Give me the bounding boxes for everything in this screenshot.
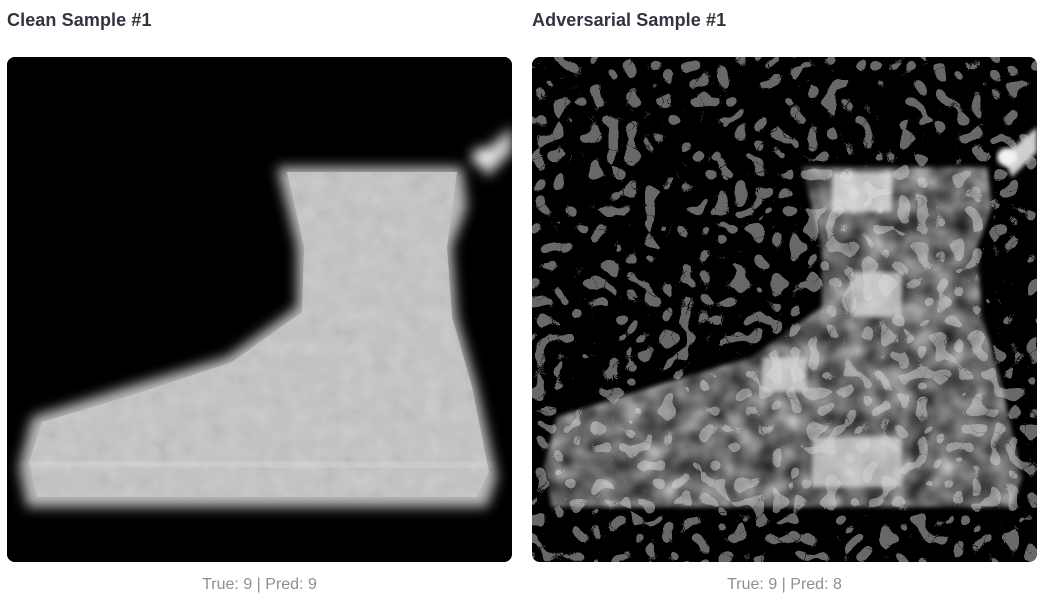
ankle-boot-image xyxy=(7,57,512,562)
adversarial-sample-title: Adversarial Sample #1 xyxy=(532,10,727,30)
clean-sample-title: Clean Sample #1 xyxy=(7,10,152,30)
ankle-boot-perturbed-image xyxy=(532,57,1037,562)
adversarial-sample-panel: Adversarial Sample #1 xyxy=(532,0,1037,602)
clean-sample-panel: Clean Sample #1 xyxy=(7,0,512,602)
adversarial-sample-caption: True: 9 | Pred: 8 xyxy=(727,576,842,593)
adversarial-sample-image xyxy=(532,57,1037,562)
clean-sample-caption: True: 9 | Pred: 9 xyxy=(202,576,317,593)
clean-sample-image xyxy=(7,57,512,562)
